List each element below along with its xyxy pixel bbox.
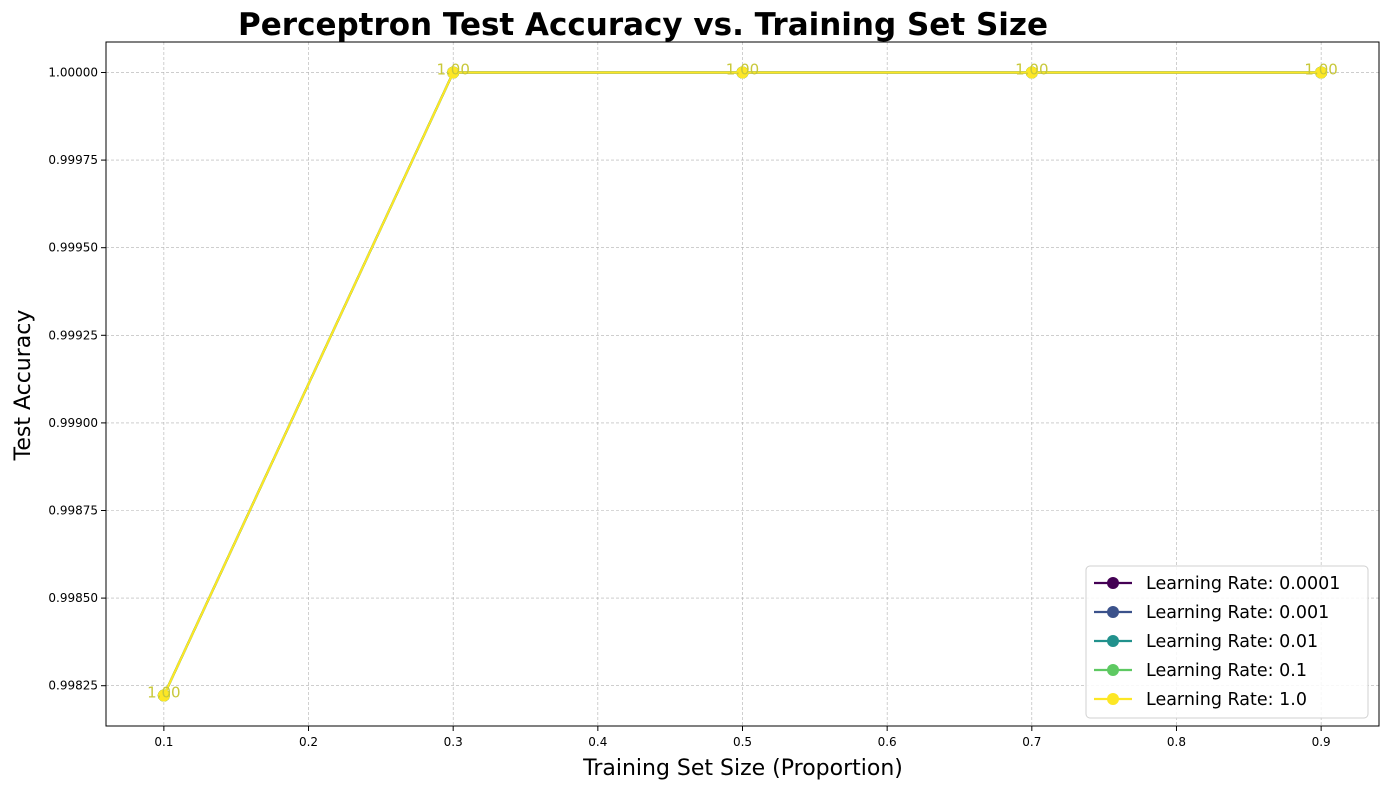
legend-marker — [1107, 635, 1119, 647]
data-point — [1025, 66, 1038, 79]
x-tick-label: 0.3 — [444, 735, 463, 749]
x-tick-label: 0.1 — [154, 735, 173, 749]
axis-ticks: 0.1 0.2 0.3 0.4 0.5 0.6 0.7 0.8 0.9 0.99825 0.9985… — [48, 65, 1330, 749]
y-tick-label: 0.99850 — [48, 591, 98, 605]
series-lines — [157, 66, 1328, 702]
legend-marker — [1107, 606, 1119, 618]
x-tick-label: 0.6 — [878, 735, 897, 749]
y-tick-label: 0.99825 — [48, 679, 98, 693]
legend: Learning Rate: 0.0001 Learning Rate: 0.00… — [1085, 565, 1369, 719]
data-labels: 1.00 1.00 1.00 1.00 1.00 — [147, 60, 1338, 701]
chart-title: Perceptron Test Accuracy vs. Training Se… — [238, 7, 1048, 43]
legend-item: Learning Rate: 0.0001 — [1094, 574, 1340, 594]
x-tick-label: 0.8 — [1167, 735, 1186, 749]
legend-label: Learning Rate: 1.0 — [1146, 690, 1307, 710]
data-label: 1.00 — [1015, 60, 1048, 78]
x-tick-label: 0.5 — [733, 735, 752, 749]
y-tick-label: 1.00000 — [48, 65, 98, 79]
y-tick-label: 0.99975 — [48, 153, 98, 167]
legend-marker — [1107, 577, 1119, 589]
legend-item: Learning Rate: 0.001 — [1094, 603, 1329, 623]
data-point — [157, 689, 170, 702]
y-axis-label: Test Accuracy — [11, 310, 36, 462]
legend-item: Learning Rate: 0.01 — [1094, 632, 1318, 652]
data-point — [1315, 66, 1328, 79]
y-tick-label: 0.99925 — [48, 328, 98, 342]
data-label: 1.00 — [147, 684, 180, 702]
x-tick-label: 0.7 — [1022, 735, 1041, 749]
x-tick-label: 0.2 — [299, 735, 318, 749]
legend-marker — [1107, 664, 1119, 676]
y-tick-label: 0.99950 — [48, 241, 98, 255]
legend-item: Learning Rate: 1.0 — [1094, 690, 1307, 710]
x-axis-label: Training Set Size (Proportion) — [582, 756, 903, 781]
data-label: 1.00 — [726, 60, 759, 78]
x-tick-label: 0.4 — [588, 735, 607, 749]
data-label: 1.00 — [1304, 60, 1337, 78]
legend-item: Learning Rate: 0.1 — [1094, 661, 1307, 681]
data-point — [736, 66, 749, 79]
legend-label: Learning Rate: 0.1 — [1146, 661, 1307, 681]
legend-marker — [1107, 693, 1119, 705]
y-tick-label: 0.99875 — [48, 503, 98, 517]
legend-label: Learning Rate: 0.0001 — [1146, 574, 1340, 594]
legend-box — [1085, 565, 1369, 719]
x-tick-label: 0.9 — [1312, 735, 1331, 749]
series-4 — [157, 66, 1328, 702]
data-point — [447, 66, 460, 79]
data-label: 1.00 — [436, 60, 469, 78]
y-tick-label: 0.99900 — [48, 416, 98, 430]
legend-label: Learning Rate: 0.01 — [1146, 632, 1318, 652]
legend-label: Learning Rate: 0.001 — [1146, 603, 1329, 623]
